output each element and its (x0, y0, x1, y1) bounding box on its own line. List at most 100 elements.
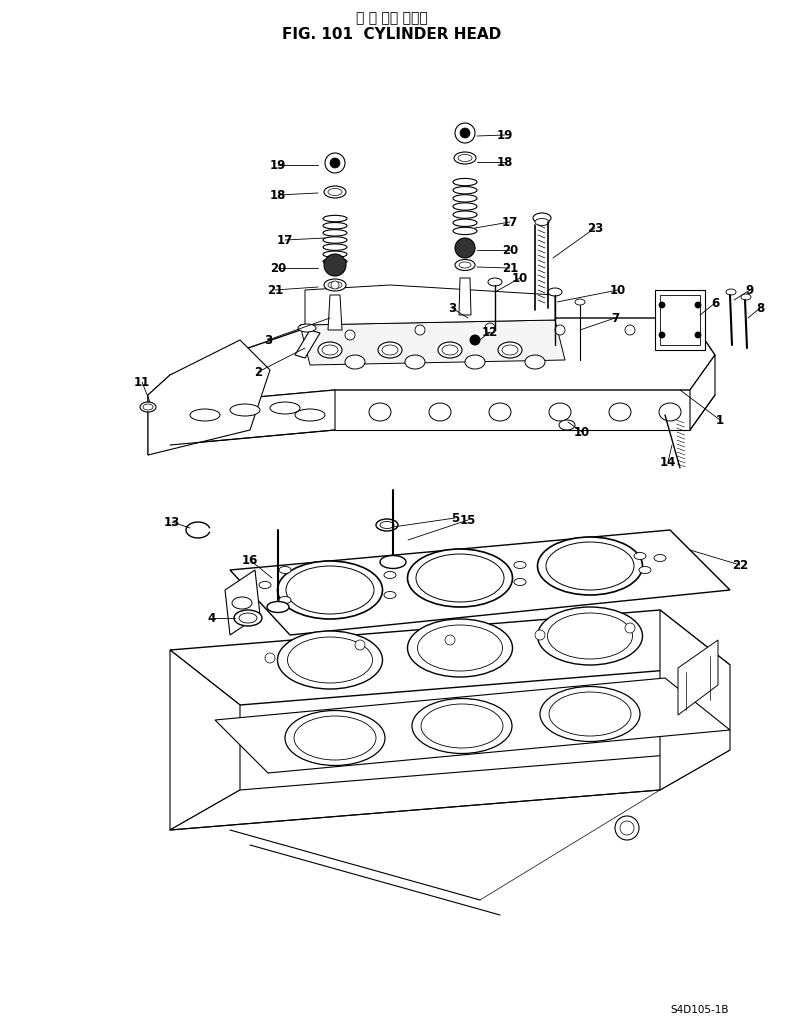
Text: 5: 5 (451, 511, 459, 524)
Polygon shape (215, 678, 730, 773)
Circle shape (555, 325, 565, 335)
Ellipse shape (429, 403, 451, 421)
Ellipse shape (540, 687, 640, 742)
Text: 10: 10 (574, 425, 590, 438)
Text: 1: 1 (716, 414, 724, 426)
Text: 8: 8 (756, 301, 764, 315)
Ellipse shape (634, 553, 646, 559)
Text: 12: 12 (482, 325, 498, 338)
Text: 11: 11 (134, 375, 150, 388)
Text: 16: 16 (242, 554, 258, 566)
Ellipse shape (407, 549, 513, 607)
Ellipse shape (498, 342, 522, 358)
Circle shape (265, 653, 275, 663)
Ellipse shape (525, 355, 545, 369)
Circle shape (695, 332, 701, 338)
Text: 17: 17 (277, 233, 293, 246)
Text: 19: 19 (270, 158, 287, 172)
Circle shape (675, 330, 685, 340)
Circle shape (331, 281, 339, 289)
Circle shape (695, 301, 701, 308)
Ellipse shape (285, 710, 385, 765)
Polygon shape (328, 295, 342, 330)
Ellipse shape (741, 294, 751, 300)
Text: 9: 9 (746, 283, 754, 296)
Polygon shape (660, 610, 730, 790)
Ellipse shape (442, 345, 458, 355)
Ellipse shape (489, 403, 511, 421)
Ellipse shape (549, 403, 571, 421)
Polygon shape (690, 355, 715, 430)
Circle shape (445, 635, 455, 645)
Text: 10: 10 (610, 283, 626, 296)
Circle shape (659, 301, 665, 308)
Ellipse shape (384, 592, 396, 599)
Circle shape (345, 330, 355, 340)
Circle shape (330, 158, 340, 168)
Ellipse shape (465, 355, 485, 369)
Ellipse shape (380, 556, 406, 568)
Ellipse shape (654, 555, 666, 561)
Ellipse shape (659, 403, 681, 421)
Ellipse shape (609, 403, 631, 421)
Ellipse shape (279, 566, 291, 573)
Text: 20: 20 (270, 262, 286, 275)
Circle shape (535, 630, 545, 640)
Ellipse shape (234, 610, 262, 626)
Text: 7: 7 (611, 312, 619, 325)
Polygon shape (170, 390, 335, 445)
Circle shape (455, 123, 475, 143)
Text: 17: 17 (502, 216, 518, 229)
Circle shape (625, 623, 635, 633)
Ellipse shape (575, 299, 585, 305)
Ellipse shape (278, 561, 382, 619)
Circle shape (615, 816, 639, 840)
Ellipse shape (538, 607, 642, 665)
Circle shape (455, 238, 475, 258)
Text: FIG. 101  CYLINDER HEAD: FIG. 101 CYLINDER HEAD (283, 27, 502, 42)
Ellipse shape (378, 342, 402, 358)
Text: S4D105-1B: S4D105-1B (670, 1005, 729, 1015)
Polygon shape (655, 290, 705, 350)
Polygon shape (459, 278, 471, 315)
Ellipse shape (322, 345, 338, 355)
Text: 6: 6 (711, 296, 719, 310)
Text: 10: 10 (512, 272, 528, 284)
Ellipse shape (384, 571, 396, 578)
Ellipse shape (318, 342, 342, 358)
Circle shape (659, 332, 665, 338)
Circle shape (355, 640, 365, 650)
Ellipse shape (270, 402, 300, 414)
Text: 21: 21 (267, 283, 283, 296)
Polygon shape (148, 340, 270, 455)
Text: 13: 13 (164, 515, 180, 528)
Text: 15: 15 (460, 513, 476, 526)
Ellipse shape (548, 288, 562, 296)
Circle shape (625, 325, 635, 335)
Ellipse shape (143, 404, 153, 410)
Circle shape (325, 153, 345, 173)
Polygon shape (225, 570, 260, 635)
Ellipse shape (502, 345, 518, 355)
Circle shape (485, 323, 495, 333)
Text: シ リ ンダ ヘッド: シ リ ンダ ヘッド (356, 11, 428, 25)
Text: 22: 22 (732, 558, 748, 571)
Ellipse shape (407, 619, 513, 677)
Ellipse shape (324, 279, 346, 291)
Ellipse shape (559, 420, 575, 430)
Text: 18: 18 (270, 188, 287, 201)
Circle shape (460, 128, 470, 138)
Text: 23: 23 (587, 222, 603, 234)
Ellipse shape (298, 324, 316, 332)
Ellipse shape (514, 578, 526, 586)
Ellipse shape (382, 345, 398, 355)
Ellipse shape (438, 342, 462, 358)
Ellipse shape (538, 537, 642, 595)
Ellipse shape (295, 409, 325, 421)
Text: 3: 3 (448, 301, 456, 315)
Ellipse shape (412, 698, 512, 753)
Text: 19: 19 (497, 129, 513, 141)
Text: 4: 4 (208, 611, 216, 624)
Ellipse shape (488, 278, 502, 286)
Ellipse shape (324, 186, 346, 198)
